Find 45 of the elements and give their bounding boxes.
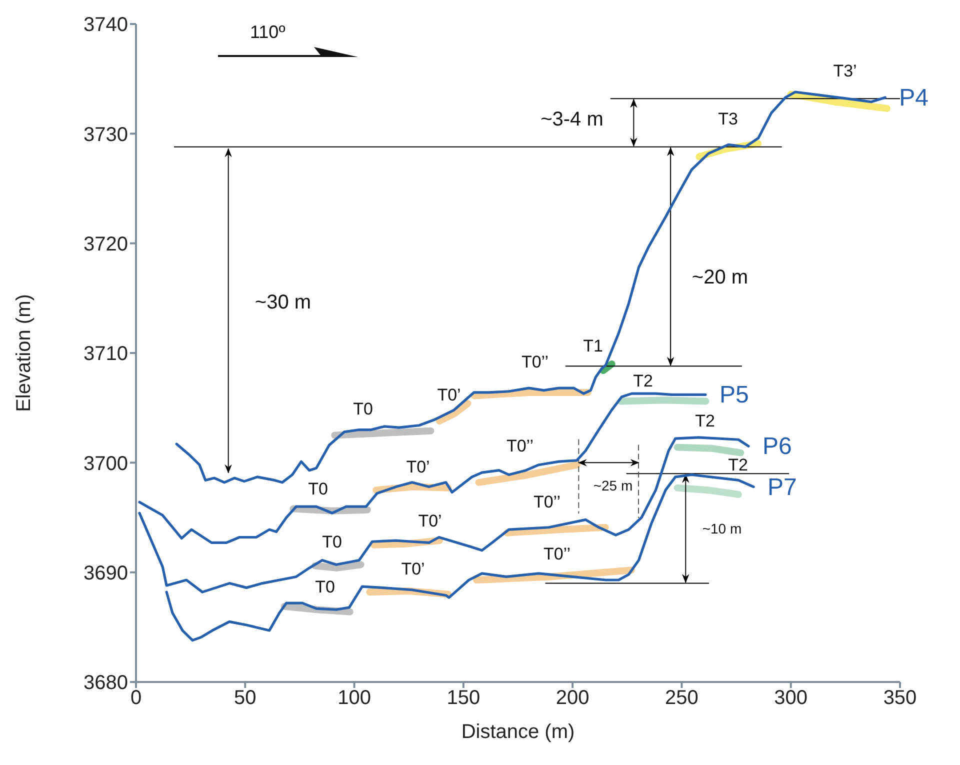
annotation: T0’’: [543, 544, 571, 564]
x-tick-label: 250: [665, 687, 698, 710]
annotation: ~3-4 m: [540, 108, 604, 130]
series-label: P5: [720, 382, 749, 409]
annotation: ~20 m: [692, 266, 748, 288]
annotation: T0’’: [506, 436, 534, 456]
annotation: T1: [583, 336, 603, 356]
annotation: T0: [322, 532, 342, 552]
series-label: P6: [762, 433, 792, 460]
y-tick-label: 3740: [84, 14, 128, 36]
annotation: T2: [695, 411, 715, 430]
annotation: T0’: [418, 511, 442, 530]
annotation: T2: [728, 455, 748, 474]
annotation: T0’: [401, 559, 425, 578]
y-tick-label: 3690: [84, 562, 128, 584]
annotation: T0: [308, 479, 328, 498]
annotation: T3’: [833, 61, 857, 80]
x-tick-label: 150: [446, 687, 480, 710]
x-tick-label: 350: [883, 687, 917, 710]
annotation: 110º: [250, 22, 286, 43]
y-tick-label: 3710: [84, 343, 128, 366]
annotation: T0’’: [533, 492, 561, 512]
annotation: T0: [353, 399, 373, 418]
annotation: T3: [718, 109, 738, 128]
annotation: T0’: [437, 385, 461, 404]
y-tick-label: 3720: [84, 233, 128, 256]
annotation: T0: [315, 577, 335, 596]
y-tick-label: 3700: [84, 452, 128, 475]
x-tick-label: 100: [338, 687, 371, 710]
y-tick-label: 3730: [84, 124, 128, 146]
series-label: P4: [899, 84, 929, 112]
x-tick-label: 50: [234, 687, 256, 710]
x-tick-label: 0: [130, 687, 142, 710]
annotation: ~25 m: [593, 478, 633, 494]
annotation: T0’’: [521, 352, 549, 372]
series-label: P7: [768, 474, 797, 501]
y-tick-label: 3680: [84, 672, 128, 694]
annotation: T0’: [406, 457, 430, 476]
annotation: ~10 m: [702, 520, 742, 537]
x-tick-label: 300: [774, 687, 808, 710]
x-axis-title: Distance (m): [461, 721, 575, 743]
x-tick-label: 200: [556, 687, 590, 710]
annotation: ~30 m: [254, 291, 312, 314]
annotation: T2: [633, 371, 653, 390]
y-axis-title: Elevation (m): [13, 294, 36, 412]
